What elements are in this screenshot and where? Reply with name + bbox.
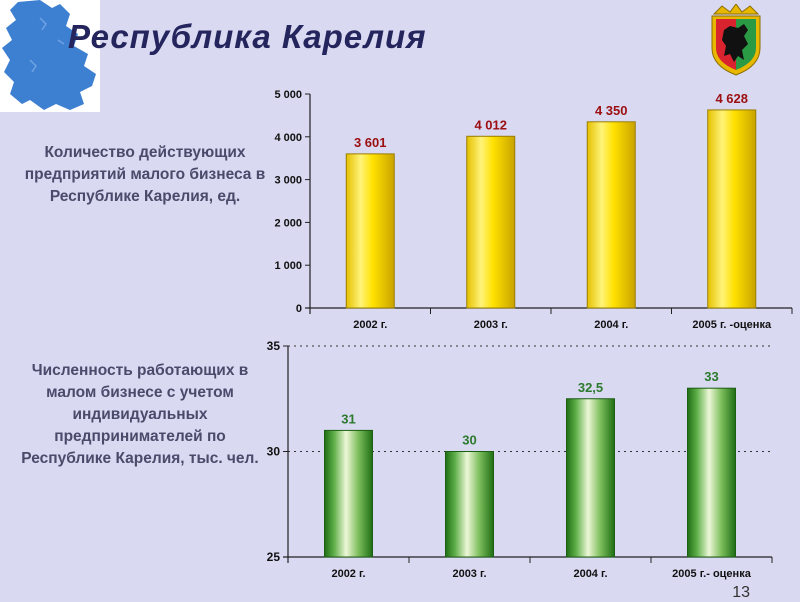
bar [345, 153, 395, 309]
y-tick-label: 25 [267, 550, 281, 564]
page-number: 13 [732, 584, 750, 601]
y-tick-label: 35 [267, 339, 281, 353]
bar [466, 135, 516, 309]
x-tick-label: 2005 г.- оценка [672, 568, 752, 580]
bar [566, 398, 615, 558]
enterprises-caption: Количество действующих предприятий малог… [24, 144, 266, 205]
employment-caption: Численность работающих в малом бизнесе с… [21, 362, 259, 467]
x-tick-label: 2002 г. [331, 568, 365, 580]
y-tick-label: 4 000 [274, 132, 302, 144]
data-label: 33 [704, 369, 718, 384]
data-label: 4 012 [474, 117, 507, 132]
coat-of-arms-icon [711, 4, 761, 76]
bar [687, 387, 736, 558]
y-tick-label: 1 000 [274, 260, 302, 272]
x-tick-label: 2003 г. [452, 568, 486, 580]
bar [324, 429, 373, 558]
data-label: 4 350 [595, 103, 628, 118]
data-label: 30 [462, 433, 476, 448]
data-label: 3 601 [354, 135, 387, 150]
x-tick-label: 2004 г. [573, 568, 607, 580]
x-tick-label: 2003 г. [474, 319, 508, 331]
bar [586, 121, 636, 309]
x-tick-label: 2004 г. [594, 319, 628, 331]
y-tick-label: 30 [267, 445, 281, 459]
bar [707, 109, 757, 309]
bar [445, 451, 494, 558]
y-tick-label: 5 000 [274, 89, 302, 101]
y-tick-label: 2 000 [274, 217, 302, 229]
enterprises-chart: 0 1 000 2 000 3 000 4 000 5 000 2002 г. 2003 г.… [274, 89, 793, 331]
data-label: 32,5 [578, 380, 603, 395]
employment-chart: 25 30 35 2002 г. 2003 г. 2004 г. 2005 г.- оцен… [267, 339, 773, 580]
data-label: 4 628 [715, 91, 748, 106]
y-tick-label: 0 [296, 303, 302, 315]
page-title: Республика Карелия [68, 18, 427, 55]
y-tick-label: 3 000 [274, 175, 302, 187]
x-tick-label: 2005 г. -оценка [692, 319, 772, 331]
data-label: 31 [341, 411, 355, 426]
x-tick-label: 2002 г. [353, 319, 387, 331]
karelia-map-icon [0, 0, 100, 112]
